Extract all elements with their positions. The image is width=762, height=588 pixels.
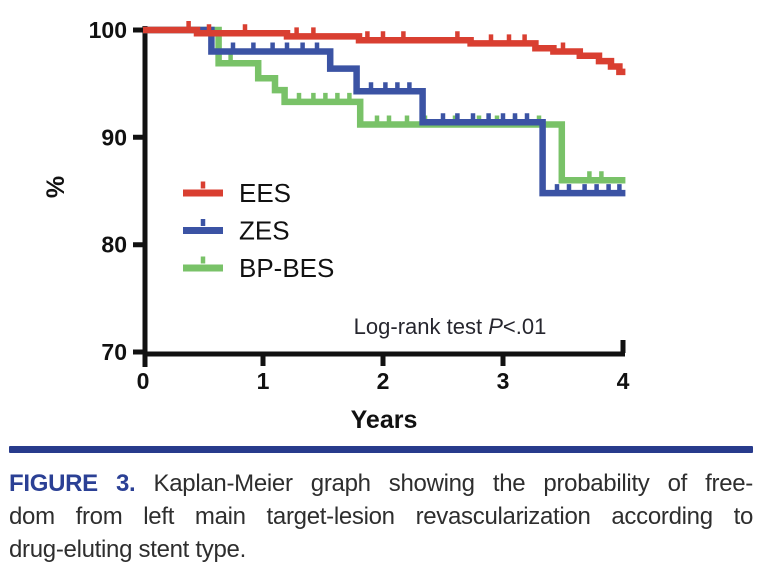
x-tick-label: 3: [497, 368, 510, 394]
km-plot: 100 90 80 70 0 1 2 3 4% Years EES ZES BP-BES Log-rank…: [42, 17, 630, 434]
log-rank-annotation: Log-rank test P<.01: [354, 314, 547, 339]
legend-entry-zes: ZES: [183, 216, 290, 246]
series-ees: [143, 21, 626, 76]
x-tick-marks: [260, 354, 506, 366]
legend-entry-ees: EES: [183, 178, 291, 208]
y-tick-label: 90: [101, 124, 127, 150]
censor-ticks-ees: [186, 21, 566, 49]
y-axis-title: %: [42, 176, 70, 198]
caption-divider-rule: [9, 446, 753, 453]
x-tick-label: 0: [137, 368, 150, 394]
km-curve-zes: [143, 26, 626, 197]
axes: 100 90 80 70 0 1 2 3 4% Years: [42, 17, 630, 434]
figure-label: FIGURE 3.: [9, 470, 136, 497]
caption-line-1-text: Kaplan-Meier graph showing the probabili…: [153, 470, 753, 497]
y-tick-label: 100: [89, 17, 127, 43]
caption-line-3: drug-eluting stent type.: [9, 536, 246, 563]
legend-label: EES: [239, 178, 291, 208]
y-tick-marks: [133, 27, 143, 355]
caption-line-2: dom from left main target-lesion revascu…: [9, 503, 753, 530]
series-curves: [143, 21, 626, 197]
legend-label: ZES: [239, 216, 290, 246]
caption-line-1: FIGURE 3. Kaplan-Meier graph showing the…: [9, 467, 753, 500]
x-axis-line: [143, 340, 626, 357]
kaplan-meier-chart-area: 100 90 80 70 0 1 2 3 4% Years EES ZES BP-BES Log-rank…: [42, 17, 630, 434]
x-tick-label: 1: [257, 368, 270, 394]
figure-caption: FIGURE 3. Kaplan-Meier graph showing the…: [0, 446, 762, 566]
x-axis-title: Years: [351, 406, 418, 434]
x-tick-label: 2: [377, 368, 390, 394]
series-zes: [143, 26, 626, 197]
legend-entry-bp-bes: BP-BES: [183, 253, 334, 283]
y-tick-label: 70: [101, 339, 127, 365]
y-tick-label: 80: [101, 232, 127, 258]
x-tick-label: 4: [617, 368, 630, 394]
legend-label: BP-BES: [239, 253, 334, 283]
censor-ticks-zes: [230, 42, 622, 191]
km-curve-ees: [143, 26, 626, 76]
legend: EES ZES BP-BES: [183, 178, 334, 283]
